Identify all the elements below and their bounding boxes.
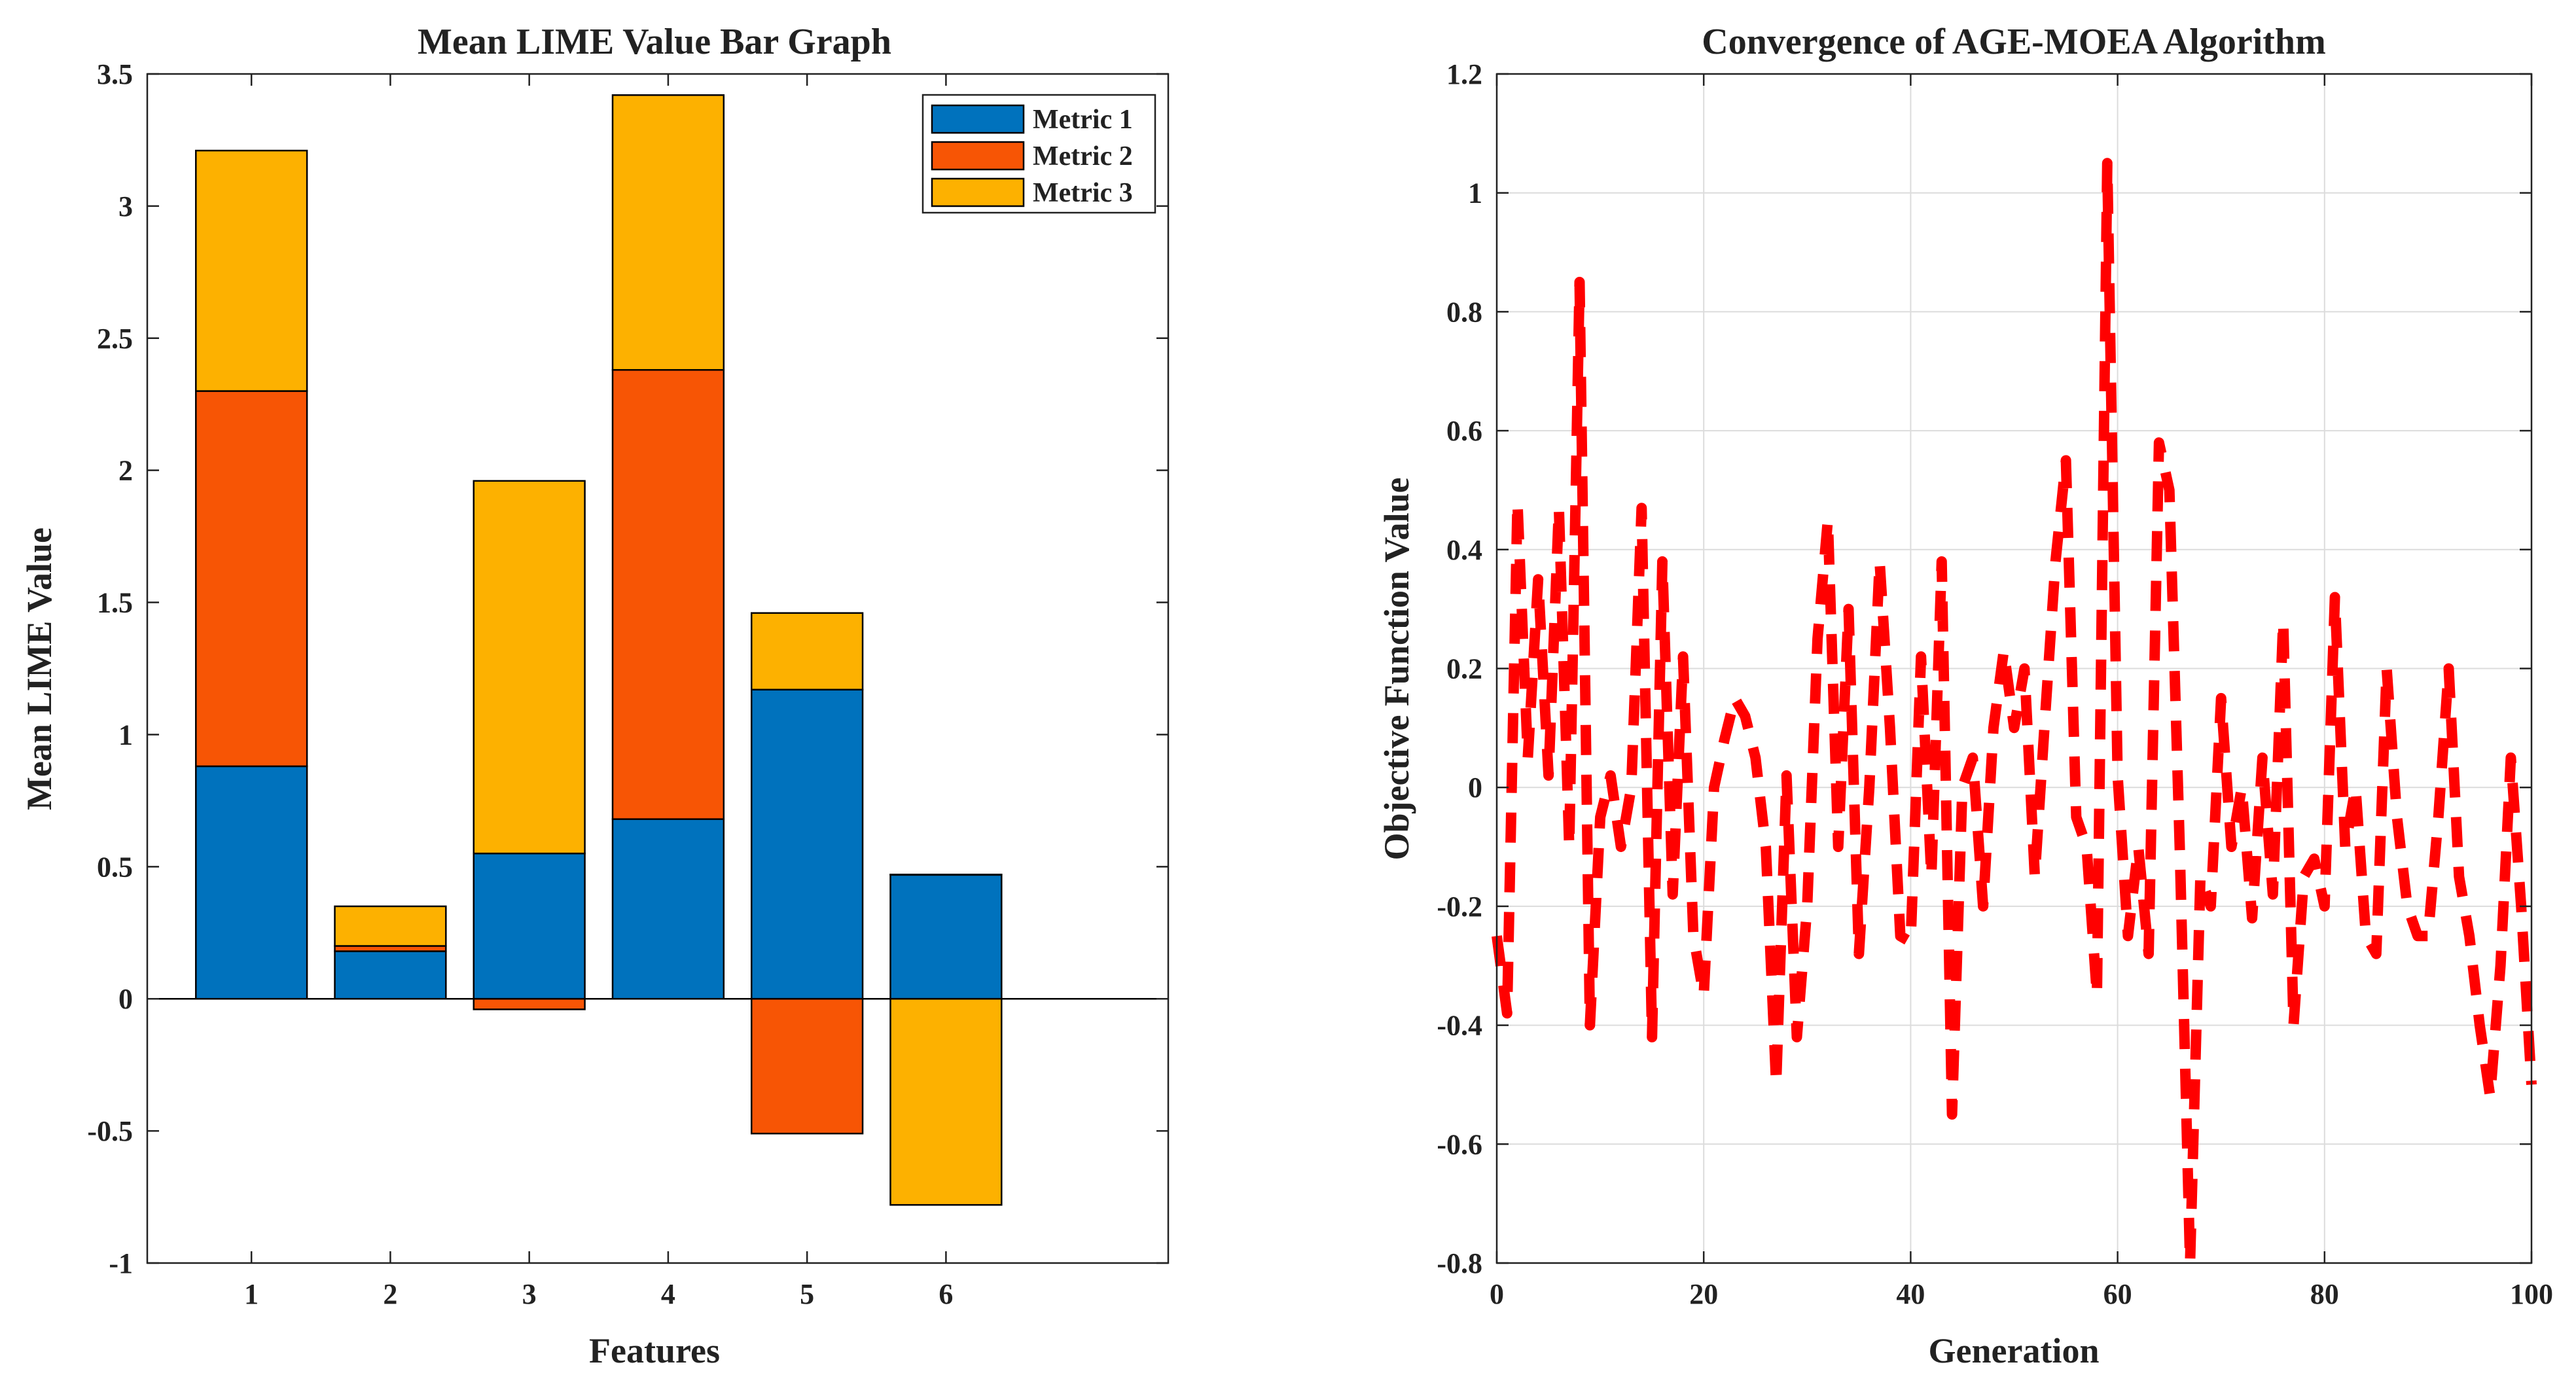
line-x-tick-label: 60 — [2103, 1278, 2132, 1310]
bar-y-tick-label: 0.5 — [97, 851, 133, 883]
line-plot-area: -0.8 -0.6 -0.4 -0.2 0 0.2 0.4 0.6 0.8 1 1.2 0 20 40 60… — [1437, 58, 2553, 1310]
bar-y-tick-label: 3.5 — [97, 58, 133, 90]
bar-chart: Mean LIME Value Bar Graph Features Mean … — [20, 22, 1170, 1370]
line-x-tick-label: 20 — [1689, 1278, 1718, 1310]
bar-y-tick-label: 3 — [118, 190, 133, 223]
bar-cat5-series3 — [751, 612, 864, 691]
bar-cat1-series1 — [195, 765, 308, 1000]
bar-cat2-series1 — [334, 950, 447, 1000]
bar-y-tick-label: 2 — [118, 455, 133, 487]
bar-cat6-series2 — [889, 874, 1003, 876]
bar-y-tick-label: -1 — [109, 1247, 133, 1279]
line-chart-x-axis-label: Generation — [1929, 1331, 2100, 1370]
bar-cat4-series1 — [611, 818, 725, 1000]
bar-cat2-series3 — [334, 905, 447, 947]
line-y-tick-label: 0.6 — [1446, 415, 1482, 447]
bar-cat3-series1 — [473, 852, 586, 1000]
bar-legend: Metric 1 Metric 2 Metric 3 — [921, 94, 1156, 214]
bar-x-tick-label: 6 — [939, 1278, 953, 1310]
line-y-tick-label: -0.6 — [1437, 1128, 1482, 1160]
bar-x-tick-label: 4 — [661, 1278, 675, 1310]
bar-cat5-series2 — [751, 997, 864, 1135]
bar-legend-swatch-2 — [931, 141, 1025, 171]
line-y-tick-label: 0.2 — [1446, 653, 1482, 685]
line-y-tick-label: -0.2 — [1437, 891, 1482, 923]
bar-chart-title: Mean LIME Value Bar Graph — [418, 22, 891, 62]
bar-cat4-series3 — [611, 94, 725, 371]
bar-legend-label-3: Metric 3 — [1033, 178, 1133, 208]
bar-cat4-series2 — [611, 368, 725, 820]
line-series — [1492, 158, 2537, 1268]
bar-x-tick-label: 3 — [522, 1278, 537, 1310]
bar-legend-label-1: Metric 1 — [1033, 105, 1133, 135]
bar-legend-label-2: Metric 2 — [1033, 141, 1133, 171]
bar-cat6-series3 — [889, 997, 1003, 1206]
bar-y-tick-label: 0 — [118, 983, 133, 1015]
bar-y-tick-label: -0.5 — [87, 1115, 133, 1147]
bar-axes-box — [146, 73, 1170, 1264]
bar-x-tick-label: 2 — [383, 1278, 397, 1310]
bar-cat3-series3 — [473, 480, 586, 855]
line-chart-y-axis-label: Objective Function Value — [1377, 477, 1416, 860]
line-chart: Convergence of AGE-MOEA Algorithm Genera… — [1377, 22, 2553, 1370]
line-y-tick-label: 0.4 — [1446, 534, 1482, 566]
bar-cat6-series1 — [889, 874, 1003, 1000]
bar-x-tick-label: 1 — [244, 1278, 259, 1310]
bar-cat3-series2 — [473, 997, 586, 1010]
line-x-tick-label: 100 — [2510, 1278, 2553, 1310]
bar-y-tick-label: 2.5 — [97, 323, 133, 355]
bar-legend-swatch-1 — [931, 104, 1025, 134]
bar-y-tick-label: 1.5 — [97, 587, 133, 619]
line-y-tick-label: 1.2 — [1446, 58, 1482, 90]
line-x-tick-label: 80 — [2310, 1278, 2339, 1310]
line-x-tick-label: 0 — [1490, 1278, 1504, 1310]
bar-legend-swatch-3 — [931, 177, 1025, 207]
bar-cat1-series2 — [195, 390, 308, 768]
bar-chart-x-axis-label: Features — [589, 1331, 720, 1370]
line-y-tick-label: 0 — [1468, 772, 1482, 804]
line-y-tick-label: 0.8 — [1446, 296, 1482, 328]
bar-chart-y-axis-label: Mean LIME Value — [20, 527, 59, 810]
line-y-tick-label: -0.4 — [1437, 1010, 1482, 1042]
bar-x-tick-label: 5 — [800, 1278, 814, 1310]
line-x-tick-label: 40 — [1896, 1278, 1925, 1310]
bar-cat5-series1 — [751, 688, 864, 1000]
line-y-tick-label: -0.8 — [1437, 1247, 1482, 1279]
line-chart-title: Convergence of AGE-MOEA Algorithm — [1702, 22, 2325, 62]
bar-y-tick-label: 1 — [118, 719, 133, 751]
line-y-tick-label: 1 — [1468, 177, 1482, 209]
bar-cat1-series3 — [195, 149, 308, 392]
